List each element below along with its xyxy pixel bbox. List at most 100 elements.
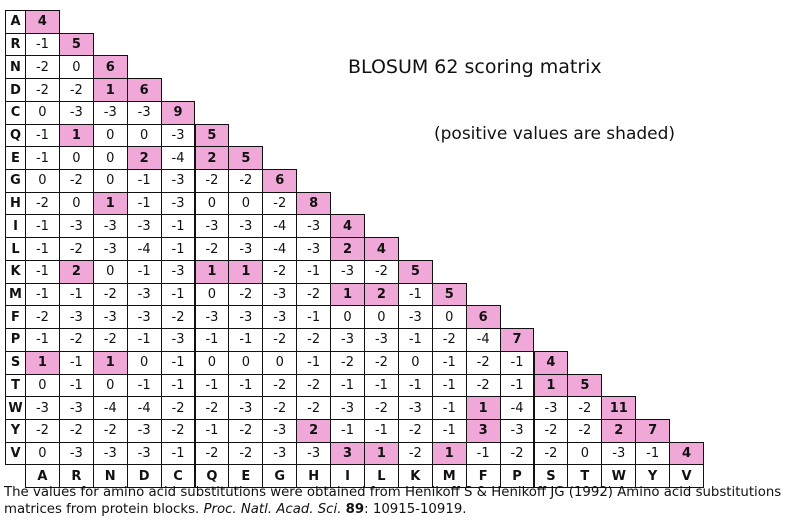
- matrix-cell-W-F: 1: [465, 396, 501, 420]
- row-label-Q: Q: [5, 123, 26, 148]
- matrix-cell-I-Q: -3: [194, 214, 230, 239]
- matrix-cell-W-T: -2: [567, 396, 603, 420]
- matrix-cell-F-K: -3: [397, 305, 433, 330]
- matrix-cell-G-N: 0: [92, 169, 128, 193]
- matrix-cell-T-D: -1: [126, 373, 162, 398]
- matrix-cell-Y-W: 2: [601, 418, 637, 443]
- matrix-cell-M-G: -3: [262, 282, 298, 307]
- matrix-cell-S-E: 0: [228, 350, 264, 375]
- row-label-M: M: [5, 282, 26, 307]
- matrix-cell-S-S: 4: [533, 350, 569, 375]
- matrix-cell-T-S: 1: [533, 373, 569, 398]
- matrix-cell-V-P: -2: [499, 441, 535, 466]
- matrix-cell-K-K: 5: [397, 259, 433, 284]
- matrix-cell-Y-T: -2: [567, 418, 603, 443]
- matrix-cell-T-T: 5: [567, 373, 603, 398]
- matrix-cell-W-N: -4: [92, 396, 128, 420]
- row-label-C: C: [5, 100, 26, 125]
- matrix-cell-V-T: 0: [567, 441, 603, 466]
- matrix-cell-R-A: -1: [25, 32, 60, 57]
- matrix-cell-F-L: 0: [364, 305, 399, 330]
- matrix-cell-V-K: -2: [397, 441, 433, 466]
- matrix-cell-Y-N: -2: [92, 418, 128, 443]
- matrix-cell-Y-E: -2: [228, 418, 264, 443]
- matrix-cell-W-S: -3: [533, 396, 569, 420]
- matrix-cell-S-M: -1: [431, 350, 467, 375]
- matrix-cell-W-G: -2: [262, 396, 298, 420]
- matrix-cell-G-G: 6: [262, 169, 298, 193]
- matrix-cell-H-E: 0: [228, 191, 264, 216]
- matrix-cell-T-Q: -1: [194, 373, 230, 398]
- matrix-cell-M-M: 5: [431, 282, 467, 307]
- matrix-cell-P-F: -4: [465, 328, 501, 352]
- matrix-cell-W-K: -3: [397, 396, 433, 420]
- matrix-cell-L-L: 4: [364, 237, 399, 261]
- matrix-cell-C-N: -3: [92, 100, 128, 125]
- matrix-cell-Y-F: 3: [465, 418, 501, 443]
- matrix-cell-V-G: -3: [262, 441, 298, 466]
- matrix-cell-V-H: -3: [296, 441, 332, 466]
- matrix-cell-W-I: -3: [330, 396, 365, 420]
- matrix-cell-R-R: 5: [58, 32, 94, 57]
- row-label-N: N: [5, 55, 26, 80]
- matrix-cell-C-A: 0: [25, 100, 60, 125]
- matrix-cell-P-L: -3: [364, 328, 399, 352]
- row-label-G: G: [5, 169, 26, 193]
- matrix-cell-M-E: -2: [228, 282, 264, 307]
- matrix-cell-P-E: -1: [228, 328, 264, 352]
- matrix-cell-H-H: 8: [296, 191, 332, 216]
- matrix-cell-S-I: -2: [330, 350, 365, 375]
- matrix-cell-V-L: 1: [364, 441, 399, 466]
- matrix-cell-S-A: 1: [25, 350, 60, 375]
- matrix-cell-K-C: -3: [160, 259, 196, 284]
- matrix-cell-Q-C: -3: [160, 123, 196, 148]
- chart-title: BLOSUM 62 scoring matrix: [348, 56, 602, 78]
- matrix-cell-P-H: -2: [296, 328, 332, 352]
- matrix-cell-Q-D: 0: [126, 123, 162, 148]
- matrix-cell-K-A: -1: [25, 259, 60, 284]
- matrix-cell-D-A: -2: [25, 78, 60, 102]
- matrix-cell-P-C: -3: [160, 328, 196, 352]
- matrix-cell-P-N: -2: [92, 328, 128, 352]
- matrix-cell-G-D: -1: [126, 169, 162, 193]
- matrix-cell-G-Q: -2: [194, 169, 230, 193]
- matrix-cell-S-R: -1: [58, 350, 94, 375]
- row-label-V: V: [5, 441, 26, 466]
- matrix-cell-W-M: -1: [431, 396, 467, 420]
- matrix-cell-L-H: -3: [296, 237, 332, 261]
- matrix-cell-E-R: 0: [58, 146, 94, 171]
- matrix-cell-K-L: -2: [364, 259, 399, 284]
- matrix-cell-I-I: 4: [330, 214, 365, 239]
- matrix-cell-Y-R: -2: [58, 418, 94, 443]
- matrix-cell-P-I: -3: [330, 328, 365, 352]
- matrix-cell-T-H: -2: [296, 373, 332, 398]
- matrix-cell-Y-D: -3: [126, 418, 162, 443]
- matrix-cell-F-A: -2: [25, 305, 60, 330]
- matrix-cell-V-S: -2: [533, 441, 569, 466]
- matrix-cell-P-P: 7: [499, 328, 535, 352]
- matrix-cell-L-E: -3: [228, 237, 264, 261]
- matrix-cell-Y-I: -1: [330, 418, 365, 443]
- matrix-cell-W-A: -3: [25, 396, 60, 420]
- matrix-cell-S-G: 0: [262, 350, 298, 375]
- matrix-cell-T-C: -1: [160, 373, 196, 398]
- matrix-cell-P-G: -2: [262, 328, 298, 352]
- matrix-cell-L-A: -1: [25, 237, 60, 261]
- matrix-cell-Q-Q: 5: [194, 123, 230, 148]
- matrix-cell-S-H: -1: [296, 350, 332, 375]
- matrix-cell-S-Q: 0: [194, 350, 230, 375]
- matrix-cell-C-C: 9: [160, 100, 196, 125]
- matrix-cell-V-I: 3: [330, 441, 365, 466]
- matrix-cell-E-Q: 2: [194, 146, 230, 171]
- matrix-cell-F-D: -3: [126, 305, 162, 330]
- matrix-cell-F-H: -1: [296, 305, 332, 330]
- matrix-cell-N-R: 0: [58, 55, 94, 80]
- matrix-cell-I-C: -1: [160, 214, 196, 239]
- caption-text: The values for amino acid substitutions …: [4, 485, 782, 517]
- matrix-cell-L-Q: -2: [194, 237, 230, 261]
- matrix-cell-T-K: -1: [397, 373, 433, 398]
- matrix-cell-P-D: -1: [126, 328, 162, 352]
- matrix-cell-I-N: -3: [92, 214, 128, 239]
- matrix-cell-D-R: -2: [58, 78, 94, 102]
- matrix-cell-I-D: -3: [126, 214, 162, 239]
